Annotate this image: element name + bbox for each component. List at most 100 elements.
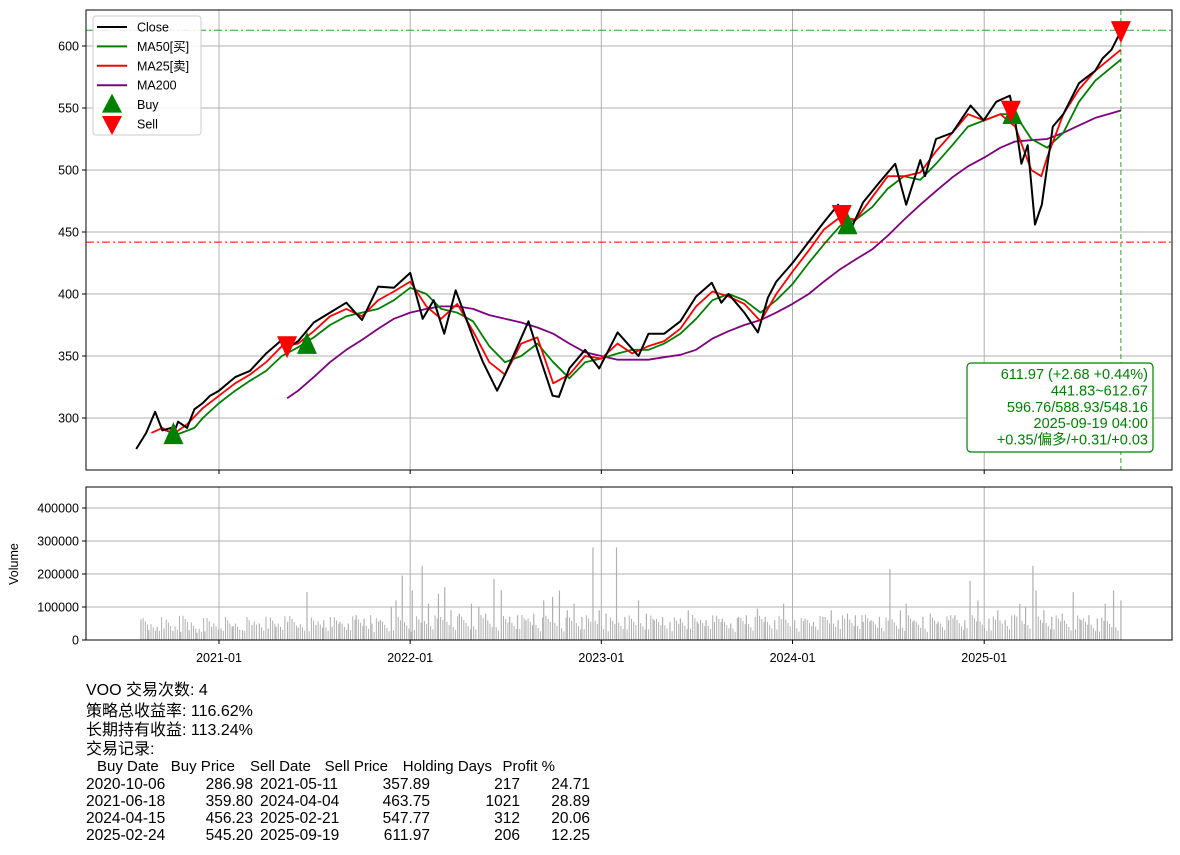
volume-bar xyxy=(835,626,837,640)
series-line-close xyxy=(135,30,1122,450)
volume-bar xyxy=(1057,618,1059,640)
volume-bar xyxy=(1039,619,1041,640)
table-cell: 286.98 xyxy=(205,776,253,793)
volume-bar xyxy=(147,624,149,640)
volume-bar xyxy=(849,619,851,640)
volume-bar xyxy=(408,628,410,640)
volume-bar xyxy=(640,623,642,640)
volume-bar xyxy=(1037,616,1039,640)
volume-bar xyxy=(437,593,440,640)
volume-bar xyxy=(963,629,965,640)
volume-bar xyxy=(287,621,289,640)
volume-bar xyxy=(227,620,229,640)
volume-bar xyxy=(188,630,190,640)
volume-bar xyxy=(931,617,933,640)
volume-bar xyxy=(310,617,312,640)
volume-bar xyxy=(1047,626,1049,640)
volume-bar xyxy=(304,630,306,640)
volume-bar xyxy=(306,592,308,640)
table-cell: Holding Days xyxy=(402,758,492,775)
volume-bar xyxy=(1099,631,1101,640)
volume-bar xyxy=(413,630,415,640)
volume-bar xyxy=(1087,624,1089,640)
volume-bar xyxy=(787,622,789,640)
volume-bar xyxy=(684,625,686,640)
volume-bar xyxy=(812,621,815,640)
volume-bar xyxy=(363,618,365,640)
volume-bar xyxy=(373,631,375,640)
volume-bar xyxy=(239,629,241,640)
legend: Close MA50[买] MA25[卖] MA200 Buy Sell xyxy=(92,15,202,136)
volume-bar xyxy=(263,630,265,640)
volume-bar xyxy=(509,616,511,640)
y-tick-label: 0 xyxy=(72,634,79,648)
volume-bar xyxy=(1072,592,1074,640)
volume-bar xyxy=(671,631,673,640)
volume-bar xyxy=(182,615,184,640)
volume-bar xyxy=(732,628,734,640)
volume-bar xyxy=(198,628,200,640)
volume-bar xyxy=(450,610,452,640)
y-tick-label: 300000 xyxy=(37,535,79,549)
volume-bar xyxy=(676,620,678,640)
y-tick-label: 100000 xyxy=(37,601,79,615)
volume-bar xyxy=(1006,626,1008,640)
volume-bar xyxy=(633,621,635,640)
volume-bar xyxy=(862,621,864,640)
volume-bar xyxy=(258,623,260,640)
volume-bar xyxy=(333,617,335,640)
volume-bar xyxy=(1111,627,1113,640)
volume-bar xyxy=(626,629,628,640)
volume-bar xyxy=(565,617,567,640)
volume-bar xyxy=(929,613,931,640)
volume-bar xyxy=(246,617,248,640)
volume-bar xyxy=(1096,618,1098,640)
table-cell: 2024-04-04 xyxy=(260,793,340,810)
volume-bar xyxy=(778,615,780,640)
volume-bar xyxy=(543,600,545,640)
volume-bar xyxy=(694,618,696,640)
volume-bar xyxy=(789,626,791,640)
volume-bar xyxy=(529,621,531,640)
legend-item: MA50[买] xyxy=(97,40,189,54)
volume-bar xyxy=(759,615,761,640)
volume-bar xyxy=(206,617,208,640)
sell-marker xyxy=(1110,21,1131,44)
table-cell: 12.25 xyxy=(551,827,590,844)
volume-bar xyxy=(581,616,583,640)
table-cell: 2025-02-24 xyxy=(86,827,166,844)
volume-bar xyxy=(1027,625,1029,640)
table-cell: 312 xyxy=(494,810,520,827)
volume-bar xyxy=(986,630,988,640)
volume-axis-label: Volume xyxy=(7,543,21,585)
volume-bar xyxy=(997,610,999,640)
volume-bar xyxy=(275,626,277,640)
volume-bar xyxy=(618,622,620,640)
volume-bar xyxy=(709,629,711,640)
volume-bar xyxy=(442,620,444,640)
volume-bar xyxy=(947,620,950,640)
volume-bar xyxy=(241,630,244,640)
volume-bar xyxy=(776,629,778,640)
table-cell: 2025-09-19 xyxy=(260,827,340,844)
volume-bar xyxy=(399,620,401,640)
volume-bar xyxy=(401,575,403,640)
volume-bar xyxy=(446,621,448,640)
volume-bar xyxy=(503,615,505,640)
volume-bar xyxy=(295,625,297,640)
volume-bar xyxy=(220,628,222,640)
volume-bar xyxy=(537,628,539,640)
volume-bar xyxy=(301,627,303,640)
volume-bar xyxy=(170,625,172,640)
volume-bar xyxy=(454,630,456,640)
volume-bar xyxy=(794,620,796,640)
volume-bar xyxy=(323,620,325,640)
table-cell: 357.89 xyxy=(382,776,430,793)
volume-bar xyxy=(418,619,420,640)
volume-bar xyxy=(872,621,874,640)
volume-bar xyxy=(609,617,611,640)
volume-bar xyxy=(386,628,388,640)
volume-bar xyxy=(513,625,515,640)
volume-bar xyxy=(525,620,527,640)
volume-bar xyxy=(444,587,446,640)
